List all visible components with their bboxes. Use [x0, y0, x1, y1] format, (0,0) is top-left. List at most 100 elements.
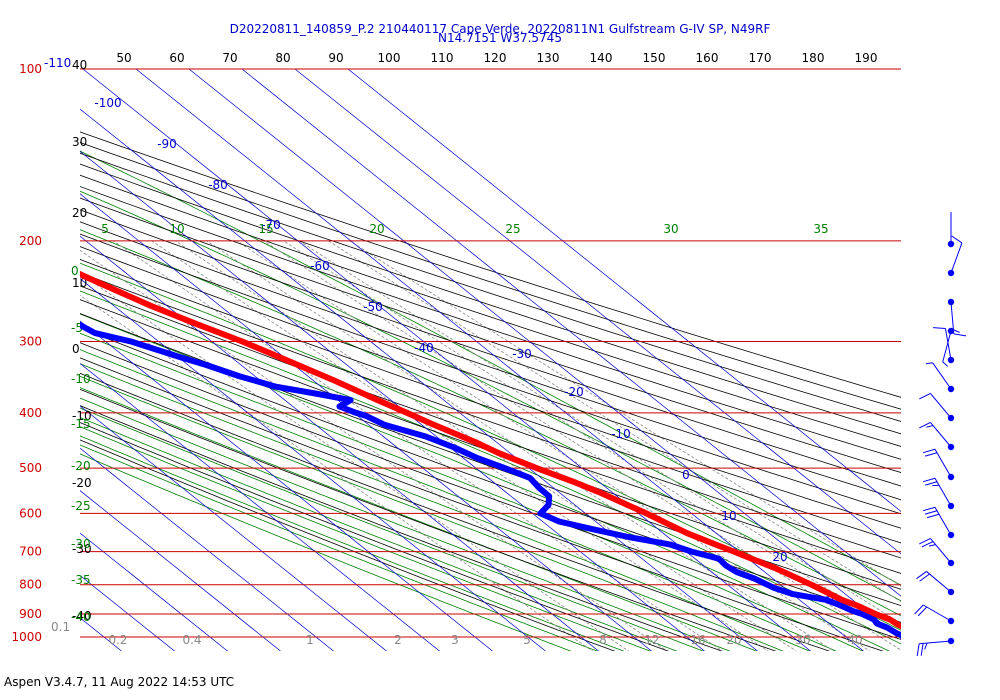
isotherm-line [188, 69, 901, 640]
mixing-ratio-line [236, 240, 871, 651]
top-axis-label: 150 [643, 51, 666, 65]
pressure-label: 200 [19, 234, 42, 248]
dry-adiabat-line [80, 246, 901, 529]
isotherm-line [80, 447, 334, 651]
isotherm-line [80, 150, 705, 651]
mixing-ratio-line [328, 240, 901, 603]
moist-adiabat-line [80, 290, 901, 645]
wind-barb-feather [917, 606, 928, 617]
dry-adiabat-line [80, 388, 777, 651]
dry-adiabat-line [80, 142, 901, 410]
top-axis-label: 80 [275, 51, 290, 65]
mixing-ratio-label: 40 [847, 633, 862, 647]
dry-adiabat-line [80, 131, 901, 398]
pressure-label: 600 [19, 506, 42, 520]
moist-adiabat-line [80, 190, 901, 602]
top-axis-label: 70 [222, 51, 237, 65]
moist-adiabat-label: -15 [71, 417, 91, 431]
top-axis-label: 130 [537, 51, 560, 65]
wind-barb-feather [951, 235, 963, 244]
isotherm-label: -100 [94, 96, 121, 110]
dry-adiabat-line [80, 258, 901, 544]
isotherm-line [347, 69, 901, 512]
dry-adiabat-line [80, 357, 884, 651]
mixing-ratio-line [263, 240, 901, 651]
wind-barb [925, 362, 955, 393]
moist-adiabat-label: 25 [505, 222, 520, 236]
wind-barb-feather [919, 393, 931, 400]
isotherm-label: -30 [512, 347, 532, 361]
moist-adiabat-label: 20 [369, 222, 384, 236]
wind-barb-staff [934, 449, 952, 478]
isotherm-label: 10 [721, 509, 736, 523]
dry-adiabat-line [80, 405, 723, 651]
left-temp-label: -20 [72, 476, 92, 490]
wind-barb-feather [924, 452, 938, 457]
mixing-ratio-line [175, 240, 797, 651]
left-temp-label: -10 [72, 409, 92, 423]
isotherm-line [135, 69, 864, 651]
moist-adiabat-line [80, 453, 572, 651]
moist-adiabat-label: -30 [71, 537, 91, 551]
moist-adiabat-line [80, 426, 651, 651]
mixing-ratio-line [349, 240, 901, 587]
isotherm-label: -10 [611, 427, 631, 441]
isotherm-line [80, 532, 228, 651]
mixing-ratio-line [80, 249, 668, 651]
isotherm-line [80, 490, 281, 651]
moist-adiabat-line [80, 229, 901, 617]
left-temp-label: -30 [72, 542, 92, 556]
moist-adiabat-line [80, 349, 837, 651]
temperature-profile [80, 270, 901, 630]
dry-adiabat-line [80, 313, 901, 606]
isotherm-line [241, 69, 901, 597]
top-axis-label: 60 [169, 51, 184, 65]
wind-barb-staff [930, 538, 952, 564]
moist-adiabat-label: -20 [71, 459, 91, 473]
pressure-label: 400 [19, 406, 42, 420]
wind-barb [947, 235, 963, 277]
moist-adiabat-label: 0 [71, 264, 79, 278]
dry-adiabat-line [80, 422, 669, 651]
top-axis-label: 180 [802, 51, 825, 65]
mixing-ratio-line [80, 294, 594, 651]
mixing-ratio-label: 5 [523, 633, 531, 647]
isotherm-label: -90 [157, 137, 177, 151]
wind-barb [916, 571, 955, 596]
mixing-ratio-line [113, 240, 724, 651]
left-temp-label: -40 [72, 609, 92, 623]
moist-adiabat-line [80, 417, 678, 651]
wind-barb-feather [922, 506, 936, 512]
footer-version: Aspen V3.4.7, 11 Aug 2022 14:53 UTC [4, 675, 234, 689]
isotherm-line [0, 69, 68, 651]
moist-adiabat-label: 30 [663, 222, 678, 236]
isotherm-label: -40 [414, 341, 434, 355]
left-temp-label: 10 [72, 276, 87, 290]
moist-adiabat-line [80, 363, 811, 651]
dry-adiabat-line [80, 272, 901, 559]
pressure-label: 800 [19, 578, 42, 592]
wind-barb-feather [924, 510, 938, 515]
wind-barb-feather [921, 541, 934, 548]
wind-barb-feather [925, 362, 933, 365]
wind-barb-staff [930, 393, 952, 419]
wind-barb [922, 448, 955, 481]
dry-adiabat-line [80, 209, 901, 487]
moist-adiabat-label: 5 [101, 222, 109, 236]
wind-barb-feather [926, 513, 940, 519]
mixing-ratio-line [299, 240, 901, 624]
moist-adiabat-line [80, 313, 890, 651]
wind-barb [919, 538, 955, 567]
isotherm-line [0, 69, 15, 651]
dry-adiabat-line [80, 221, 901, 501]
isotherm-label: -20 [564, 385, 584, 399]
wind-barb [942, 327, 955, 367]
isotherm-label: 0 [682, 468, 690, 482]
mixing-ratio-label: 1 [306, 633, 314, 647]
wind-barb [922, 506, 955, 539]
wind-barb-staff [950, 242, 963, 274]
isotherm-line [80, 235, 599, 651]
moist-adiabat-label: -35 [71, 573, 91, 587]
mixing-ratio-label: 8 [599, 633, 607, 647]
top-axis-label: 190 [855, 51, 878, 65]
